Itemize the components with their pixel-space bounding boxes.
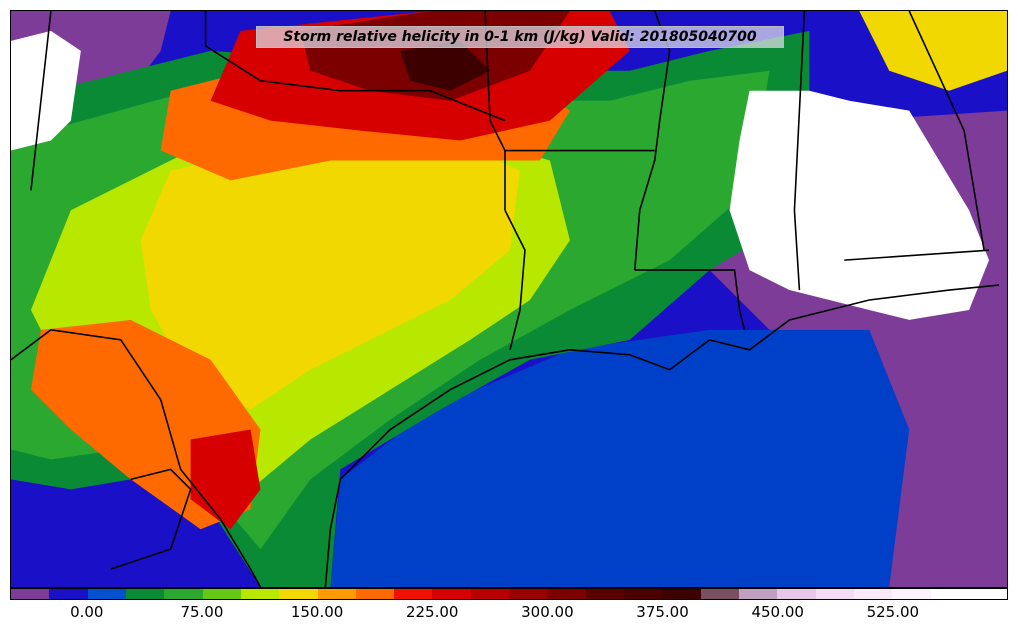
colorbar — [10, 588, 1008, 600]
state-border-tx-ok — [204, 11, 506, 122]
state-border-nm-tx — [30, 11, 52, 191]
gulf-blue — [330, 329, 910, 587]
colorbar-segment — [49, 589, 88, 599]
colorbar-segment — [202, 589, 241, 599]
colorbar-segment — [279, 589, 318, 599]
colorbar-tick-label: 525.00 — [866, 603, 920, 621]
colorbar-segment — [240, 589, 280, 599]
map-panel: Storm relative helicity in 0-1 km (J/kg)… — [10, 10, 1008, 588]
colorbar-segment — [777, 589, 816, 599]
colorbar-segment — [355, 589, 395, 599]
mexico-state-border — [110, 468, 192, 570]
colorbar-segment — [509, 589, 548, 599]
colorbar-segment — [11, 589, 50, 599]
darkest-red-core — [400, 40, 491, 91]
colorbar-segment — [738, 589, 778, 599]
state-border-ms-al — [793, 11, 806, 291]
state-border-al-ga — [908, 11, 985, 251]
colorbar-segment — [317, 589, 356, 599]
colorbar-tick-label: 300.00 — [521, 603, 574, 621]
yellow-region — [140, 140, 520, 410]
colorbar-segment — [930, 589, 969, 599]
colorbar-tick-label: 375.00 — [636, 603, 689, 621]
state-border-la-ms — [634, 269, 746, 331]
state-border-ar-la — [484, 11, 506, 211]
colorbar-ticks: 0.00 75.00 150.00 225.00 300.00 375.00 450.00 5… — [10, 600, 1008, 630]
map-title: Storm relative helicity in 0-1 km (J/kg)… — [256, 26, 784, 48]
colorbar-segment — [815, 589, 854, 599]
colorbar-segment — [624, 589, 663, 599]
colorbar-segment — [125, 589, 165, 599]
colorbar-segment — [547, 589, 586, 599]
state-border-fl — [844, 249, 990, 261]
colorbar-segment — [470, 589, 510, 599]
colorbar-tick-label: 225.00 — [405, 603, 459, 621]
colorbar-segment — [853, 589, 893, 599]
colorbar-segment — [585, 589, 624, 599]
colorbar-tick-label: 450.00 — [751, 603, 804, 621]
colorbar-segment — [892, 589, 931, 599]
colorbar-segment — [87, 589, 126, 599]
rio-grande-border — [11, 329, 262, 587]
yellow-region-northeast — [859, 11, 1007, 91]
white-patch-west — [11, 30, 81, 151]
colorbar-tick-label: 0.00 — [70, 603, 104, 621]
white-patch-southeast — [729, 90, 990, 320]
helicity-map — [11, 11, 1007, 587]
state-border-tx-la — [504, 209, 526, 351]
colorbar-segment — [968, 589, 1008, 599]
colorbar-segment — [394, 589, 433, 599]
colorbar-segment — [700, 589, 739, 599]
colorbar-segment — [164, 589, 203, 599]
gulf-coastline — [324, 284, 1000, 587]
colorbar-segment — [662, 589, 701, 599]
colorbar-tick-label: 150.00 — [290, 603, 344, 621]
colorbar-segment — [432, 589, 471, 599]
colorbar-tick-label: 75.00 — [180, 603, 224, 621]
